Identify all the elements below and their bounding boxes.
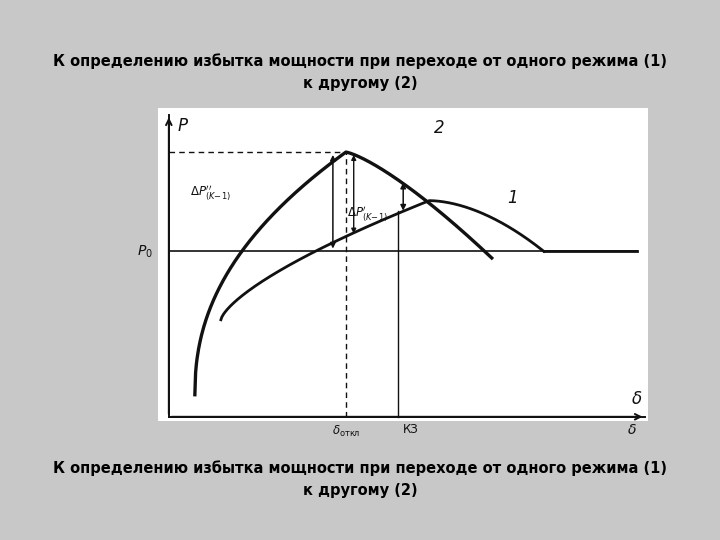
Text: 2: 2: [434, 119, 445, 137]
Text: $P_0$: $P_0$: [138, 243, 153, 260]
Text: КЗ: КЗ: [403, 423, 419, 436]
Text: $P$: $P$: [176, 117, 189, 135]
Text: К определению избытка мощности при переходе от одного режима (1)
к другому (2): К определению избытка мощности при перех…: [53, 53, 667, 91]
Text: $\delta$: $\delta$: [631, 390, 643, 408]
Text: $\Delta P^{\prime}_{(K\!-\!1)}$: $\Delta P^{\prime}_{(K\!-\!1)}$: [346, 205, 387, 224]
Text: К определению избытка мощности при переходе от одного режима (1)
к другому (2): К определению избытка мощности при перех…: [53, 461, 667, 498]
Text: $\delta_{\rm откл}$: $\delta_{\rm откл}$: [332, 423, 360, 438]
Text: $\Delta P^{\prime\prime}_{(K\!-\!1)}$: $\Delta P^{\prime\prime}_{(K\!-\!1)}$: [189, 183, 230, 202]
Text: 1: 1: [508, 188, 518, 207]
Text: $\delta$: $\delta$: [627, 423, 637, 437]
